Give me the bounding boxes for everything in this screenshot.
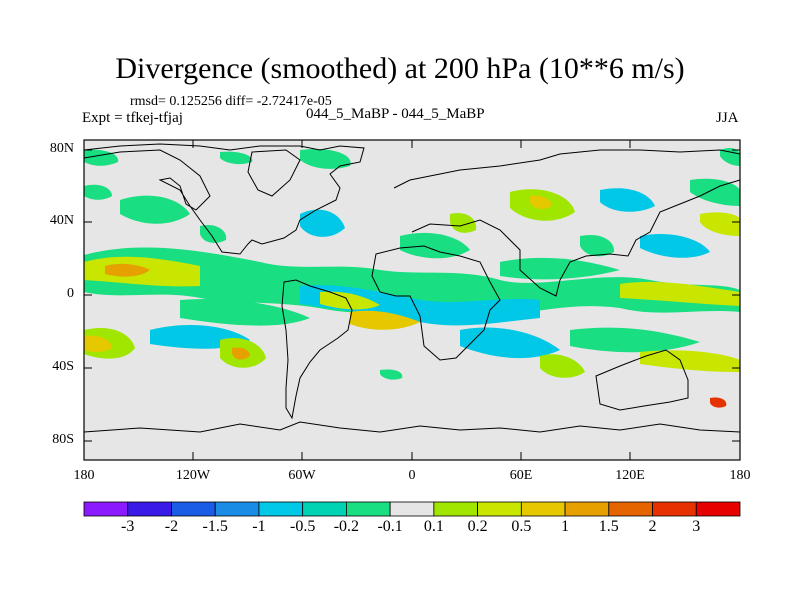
colorbar-swatch xyxy=(652,501,697,517)
colorbar-swatch xyxy=(477,501,522,517)
contour-band xyxy=(320,291,380,310)
colorbar-swatch xyxy=(171,501,216,517)
colorbar-swatch xyxy=(433,501,479,517)
contour-blob xyxy=(600,188,655,212)
contour-blob xyxy=(700,212,740,236)
coastline-south-america xyxy=(281,279,353,420)
contour-blob xyxy=(380,369,403,380)
contour-band xyxy=(500,257,620,280)
lon-label: 0 xyxy=(408,468,416,483)
contour-blob xyxy=(530,195,552,209)
lat-label: 80S xyxy=(52,432,74,447)
lat-label: 80N xyxy=(49,141,74,156)
lon-label: 60E xyxy=(509,468,533,483)
contour-band xyxy=(105,263,150,277)
contour-blob xyxy=(690,178,740,206)
colorbar-swatch xyxy=(302,501,347,517)
colorbar-label: 0.2 xyxy=(467,518,488,535)
contour-blob xyxy=(710,397,727,408)
contour-blob xyxy=(220,151,253,165)
colorbar-swatch xyxy=(608,501,653,517)
coastline-australia xyxy=(595,349,689,411)
contour-blob xyxy=(400,232,470,259)
lon-label: 180 xyxy=(729,468,751,483)
colorbar-label: 0.1 xyxy=(423,518,444,535)
contour-blob xyxy=(580,234,615,257)
colorbar-label: -1.5 xyxy=(202,518,228,535)
contour-blob xyxy=(232,347,250,360)
contour-blob xyxy=(450,212,477,233)
colorbar-label: -0.1 xyxy=(377,518,403,535)
contour-blob xyxy=(84,184,112,200)
coastline-greenland xyxy=(247,149,301,197)
contour-blob xyxy=(640,233,710,258)
coastlines xyxy=(83,143,741,433)
lon-label: 120E xyxy=(615,468,645,483)
colorbar-label: -2 xyxy=(164,518,179,535)
contour-blob xyxy=(460,327,560,359)
contour-blob xyxy=(84,335,112,352)
colorbar-label: 0.5 xyxy=(511,518,532,535)
colorbar-swatch xyxy=(83,501,129,517)
colorbar-swatch xyxy=(520,501,566,517)
contour-blob xyxy=(640,350,740,372)
lat-label: 40N xyxy=(49,213,74,228)
contour-blob xyxy=(120,195,190,224)
season-label: JJA xyxy=(716,110,739,126)
colorbar-label: 2 xyxy=(648,518,657,535)
contour-blob xyxy=(570,327,700,353)
coastline-antarctica xyxy=(83,421,741,433)
colorbar-swatch xyxy=(258,501,304,517)
contour-band xyxy=(300,285,540,326)
colorbar-swatch xyxy=(214,501,260,517)
colorbar-swatch xyxy=(345,501,391,517)
run-label: 044_5_MaBP - 044_5_MaBP xyxy=(306,106,485,122)
colorbar-label: 3 xyxy=(692,518,701,535)
coastline-africa xyxy=(371,245,501,361)
colorbar-label: -1 xyxy=(252,518,266,535)
contour-blob xyxy=(540,354,585,378)
contour-blob xyxy=(180,298,310,326)
contour-blob xyxy=(300,209,345,237)
lon-label: 120W xyxy=(175,468,211,483)
coastline-north-america xyxy=(83,143,365,255)
chart-title: Divergence (smoothed) at 200 hPa (10**6 … xyxy=(115,52,685,85)
contour-blob xyxy=(300,148,351,169)
colorbar-label: -0.2 xyxy=(333,518,360,535)
contour-band xyxy=(620,281,740,306)
lon-label: 180 xyxy=(73,468,95,483)
coastline-eurasia xyxy=(393,149,741,297)
field-contours xyxy=(84,148,740,408)
lat-label: 40S xyxy=(52,359,74,374)
contour-band xyxy=(350,310,420,330)
colorbar-label: 1.5 xyxy=(598,518,619,535)
colorbar-swatch xyxy=(389,501,435,517)
stats-line: rmsd= 0.125256 diff= -2.72417e-05 xyxy=(130,94,332,109)
colorbar-swatch xyxy=(564,501,610,517)
contour-band xyxy=(84,247,740,316)
lon-label: 60W xyxy=(288,468,316,483)
colorbar-label: 1 xyxy=(561,518,570,535)
tick-marks xyxy=(84,140,740,460)
colorbar xyxy=(83,501,741,517)
colorbar-label: -0.5 xyxy=(289,518,316,535)
colorbar-label: -3 xyxy=(121,518,135,535)
colorbar-swatch xyxy=(127,501,172,517)
colorbar-swatch xyxy=(695,501,741,517)
experiment-label: Expt = tfkej-tfjaj xyxy=(82,110,183,126)
lat-label: 0 xyxy=(67,286,74,301)
